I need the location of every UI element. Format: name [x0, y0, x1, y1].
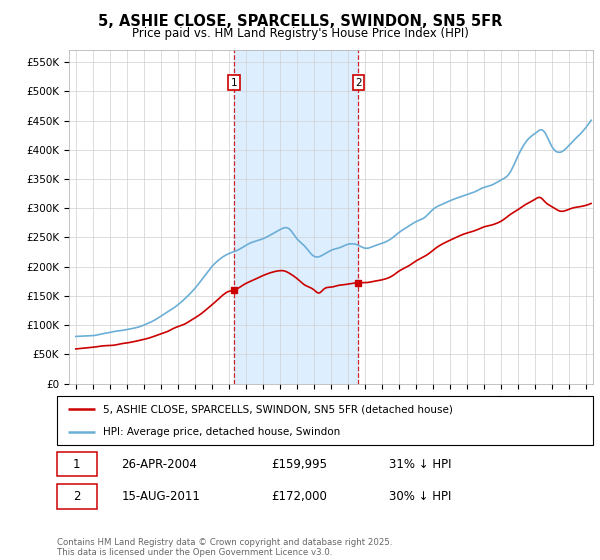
Text: £159,995: £159,995 — [271, 458, 328, 470]
Text: 31% ↓ HPI: 31% ↓ HPI — [389, 458, 452, 470]
Text: 1: 1 — [230, 77, 237, 87]
Text: 2: 2 — [355, 77, 362, 87]
Text: 5, ASHIE CLOSE, SPARCELLS, SWINDON, SN5 5FR (detached house): 5, ASHIE CLOSE, SPARCELLS, SWINDON, SN5 … — [103, 404, 452, 414]
FancyBboxPatch shape — [57, 484, 97, 508]
Text: £172,000: £172,000 — [271, 490, 327, 503]
Text: 2: 2 — [73, 490, 80, 503]
FancyBboxPatch shape — [57, 452, 97, 477]
Text: Contains HM Land Registry data © Crown copyright and database right 2025.
This d: Contains HM Land Registry data © Crown c… — [57, 538, 392, 557]
Text: 1: 1 — [73, 458, 80, 470]
Text: 5, ASHIE CLOSE, SPARCELLS, SWINDON, SN5 5FR: 5, ASHIE CLOSE, SPARCELLS, SWINDON, SN5 … — [98, 14, 502, 29]
Text: HPI: Average price, detached house, Swindon: HPI: Average price, detached house, Swin… — [103, 427, 340, 437]
Text: 30% ↓ HPI: 30% ↓ HPI — [389, 490, 452, 503]
Text: 26-APR-2004: 26-APR-2004 — [121, 458, 197, 470]
Text: Price paid vs. HM Land Registry's House Price Index (HPI): Price paid vs. HM Land Registry's House … — [131, 27, 469, 40]
Bar — [234, 50, 358, 384]
FancyBboxPatch shape — [57, 396, 593, 445]
Text: 15-AUG-2011: 15-AUG-2011 — [121, 490, 200, 503]
